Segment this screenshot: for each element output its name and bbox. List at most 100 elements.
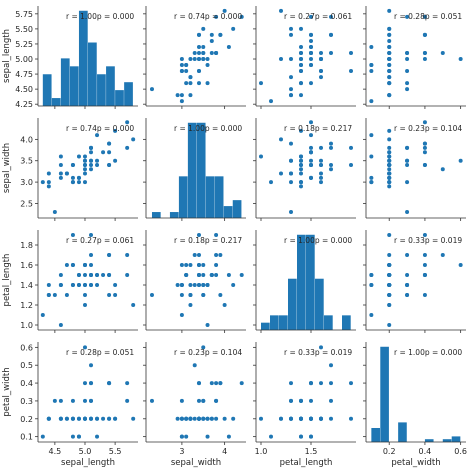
histogram-bar bbox=[424, 439, 434, 442]
scatter-point bbox=[46, 283, 51, 287]
correlation-annotation: r = 0.23p = 0.104 bbox=[174, 348, 242, 357]
scatter-point bbox=[405, 158, 410, 163]
scatter-point bbox=[422, 14, 427, 19]
scatter-point bbox=[209, 32, 214, 37]
scatter-point bbox=[222, 8, 227, 13]
scatter-point bbox=[149, 398, 154, 403]
scatter-point bbox=[422, 141, 427, 146]
y-axis-label: petal_length bbox=[2, 254, 12, 307]
scatter-point bbox=[279, 8, 283, 13]
scatter-point bbox=[405, 180, 410, 185]
scatter-point bbox=[299, 44, 303, 49]
scatter-point bbox=[201, 44, 206, 49]
scatter-point bbox=[387, 44, 392, 49]
x-tick-label: 1.5 bbox=[305, 447, 318, 456]
correlation-annotation: r = 0.33p = 0.019 bbox=[284, 348, 352, 357]
panel-petal_width-vs-petal_width: 0.2 0.4 0.6 r = 1.00p = 0.000 petal_width bbox=[363, 342, 467, 468]
correlation-annotation: r = 0.28p = 0.051 bbox=[394, 12, 462, 21]
scatter-point bbox=[184, 434, 189, 439]
scatter-point bbox=[349, 163, 353, 168]
scatter-point bbox=[205, 81, 210, 86]
scatter-point bbox=[309, 163, 313, 168]
y-tick-label: 5.00 bbox=[15, 55, 33, 64]
scatter-point bbox=[214, 273, 219, 277]
y-tick-label: 3.0 bbox=[20, 178, 33, 187]
scatter-point bbox=[64, 263, 69, 267]
scatter-point bbox=[299, 154, 303, 159]
scatter-point bbox=[82, 171, 87, 176]
correlation-annotation: r = 0.27p = 0.061 bbox=[284, 12, 352, 21]
y-tick-label: 4.0 bbox=[20, 135, 33, 144]
scatter-point bbox=[179, 293, 184, 297]
scatter-point bbox=[188, 303, 193, 307]
scatter-point bbox=[209, 38, 214, 43]
scatter-point bbox=[309, 14, 313, 19]
panel-sepal_width-vs-petal_length: r = 0.18p = 0.217 bbox=[253, 118, 356, 221]
scatter-point bbox=[89, 398, 94, 403]
correlation-annotation: r = 1.00p = 0.000 bbox=[174, 124, 242, 133]
scatter-point bbox=[329, 163, 333, 168]
scatter-point bbox=[209, 273, 214, 277]
scatter-point bbox=[329, 416, 333, 421]
correlation-annotation: r = 0.18p = 0.217 bbox=[284, 124, 352, 133]
scatter-point bbox=[95, 163, 100, 168]
histogram-bar bbox=[270, 315, 279, 330]
scatter-point bbox=[70, 434, 75, 439]
scatter-point bbox=[309, 145, 313, 150]
panel-sepal_length-vs-sepal_length: 4.25 4.50 4.75 5.00 5.25 5.50 5.75 r = 1.00p = … bbox=[2, 6, 138, 109]
scatter-point bbox=[196, 253, 201, 257]
scatter-point bbox=[309, 44, 313, 49]
scatter-point bbox=[196, 233, 201, 237]
scatter-point bbox=[201, 398, 206, 403]
scatter-point bbox=[299, 69, 303, 74]
scatter-point bbox=[46, 171, 51, 176]
scatter-point bbox=[387, 167, 392, 172]
scatter-point bbox=[179, 57, 184, 62]
panel-petal_length-vs-sepal_width: r = 0.18p = 0.217 bbox=[143, 230, 246, 333]
scatter-point bbox=[125, 381, 130, 386]
scatter-point bbox=[89, 233, 94, 237]
scatter-point bbox=[269, 180, 273, 185]
scatter-point bbox=[369, 63, 374, 68]
scatter-point bbox=[289, 141, 293, 146]
scatter-point bbox=[231, 416, 236, 421]
scatter-point bbox=[107, 273, 112, 277]
scatter-point bbox=[299, 57, 303, 62]
scatter-point bbox=[70, 283, 75, 287]
scatter-point bbox=[349, 381, 353, 386]
histogram-bar bbox=[106, 66, 115, 106]
scatter-point bbox=[89, 253, 94, 257]
scatter-point bbox=[299, 81, 303, 86]
scatter-point bbox=[214, 398, 219, 403]
scatter-point bbox=[369, 283, 374, 287]
scatter-point bbox=[299, 167, 303, 172]
scatter-point bbox=[319, 171, 323, 176]
correlation-annotation: r = 0.18p = 0.217 bbox=[174, 236, 242, 245]
correlation-annotation: r = 1.00p = 0.000 bbox=[394, 348, 462, 357]
scatter-point bbox=[387, 175, 392, 180]
scatter-point bbox=[309, 50, 313, 55]
scatter-point bbox=[76, 283, 81, 287]
scatter-point bbox=[205, 283, 210, 287]
scatter-point bbox=[405, 145, 410, 150]
scatter-point bbox=[175, 416, 180, 421]
scatter-point bbox=[299, 26, 303, 31]
correlation-annotation: r = 0.33p = 0.019 bbox=[394, 236, 462, 245]
scatter-point bbox=[369, 99, 374, 104]
scatter-point bbox=[89, 163, 94, 168]
scatter-point bbox=[184, 81, 189, 86]
scatter-point bbox=[89, 381, 94, 386]
scatter-point bbox=[58, 163, 63, 168]
histogram-bar bbox=[187, 122, 197, 218]
histogram-bar bbox=[97, 74, 106, 106]
scatter-point bbox=[422, 150, 427, 155]
scatter-point bbox=[89, 273, 94, 277]
scatter-point bbox=[201, 345, 206, 350]
scatter-point bbox=[192, 416, 197, 421]
scatter-point bbox=[299, 163, 303, 168]
histogram-bar bbox=[380, 346, 389, 442]
scatter-point bbox=[188, 93, 193, 98]
scatter-point bbox=[279, 171, 283, 176]
scatter-point bbox=[188, 293, 193, 297]
scatter-point bbox=[222, 416, 227, 421]
